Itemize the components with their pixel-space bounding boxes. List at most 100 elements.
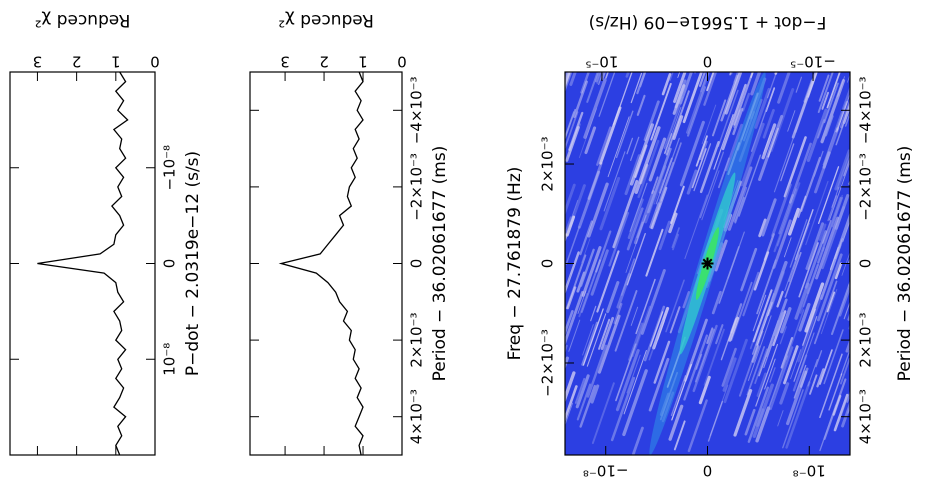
heatmap-streak [780,307,792,334]
heatmap-streak [536,274,545,300]
heatmap-streak [634,126,661,194]
heatmap-streak [728,316,740,342]
heatmap-streak [841,252,850,276]
heatmap-streak [727,166,753,231]
heatmap-streak [773,135,795,193]
heatmap-streak [780,143,795,182]
heatmap-streak [637,139,660,199]
heatmap-streak [763,233,775,261]
heatmap-streak [703,328,725,386]
heatmap-streak [827,195,838,222]
heatmap-streak [785,381,811,449]
heatmap-streak [729,72,732,76]
heatmap-streak [615,343,637,402]
heatmap-streak [605,72,609,79]
heatmap-streak [773,312,784,336]
heatmap-streak [624,154,641,196]
heatmap-streak [539,396,546,417]
heatmap-streak [888,91,896,113]
heatmap-streak [663,96,684,149]
heatmap-streak [834,238,843,260]
heatmap-streak [629,123,655,186]
heatmap-streak [815,216,840,280]
heatmap-streak [769,88,795,153]
heatmap-streak [620,258,636,296]
tick-label: −10⁻⁵ [790,53,836,71]
heatmap-streak [670,185,685,225]
heatmap-streak [635,278,656,335]
heatmap-streak [829,246,839,271]
x-tick-label: 4×10⁻³ [408,389,426,444]
heatmap-streak [525,396,535,425]
heatmap-streak [532,78,547,121]
heatmap-streak [701,104,717,145]
heatmap-streak [832,394,842,416]
heatmap-streak [590,249,609,296]
heatmap-streak [882,372,890,395]
heatmap-streak [590,305,597,322]
y2-axis-label: Freq − 27.761879 (Hz) [505,167,525,361]
heatmap-streak [653,179,664,205]
heatmap-streak [836,150,850,190]
heatmap-streak [845,338,850,353]
heatmap-streak [632,426,644,455]
heatmap-streak [613,302,623,325]
heatmap-streak [565,215,576,237]
heatmap-streak [580,72,590,94]
heatmap-streak [565,402,574,425]
heatmap-streak [791,72,818,139]
heatmap-streak [764,355,788,418]
heatmap-streak [553,206,561,228]
heatmap-streak [761,123,777,160]
x-axis-label: Period − 36.02061677 (ms) [430,146,450,382]
heatmap-streak [538,184,559,245]
heatmap-streak [650,186,668,230]
heatmap-streak [756,372,768,398]
heatmap-streak [601,72,606,81]
heatmap-streak [813,150,824,177]
heatmap-streak [747,315,772,381]
heatmap-streak [623,349,647,415]
heatmap-streak [651,176,659,194]
heatmap-streak [615,110,634,159]
heatmap-streak [665,90,690,156]
heatmap-streak [778,194,794,235]
heatmap-streak [706,72,715,92]
heatmap-streak [882,69,898,115]
heatmap-streak [574,377,586,404]
heatmap-streak [582,324,594,356]
heatmap-streak [700,72,709,93]
heatmap-streak [595,230,612,273]
heatmap-streak [733,72,754,126]
heatmap-streak [787,110,796,132]
heatmap-streak [622,369,648,437]
heatmap-streak [565,371,576,404]
heatmap-streak [818,74,830,102]
heatmap-streak [807,358,818,387]
heatmap-streak [841,400,850,428]
heatmap-streak [721,347,737,387]
heatmap-streak [679,120,705,187]
y-axis-label: Reduced χ² [35,10,131,30]
heatmap-streak [668,212,678,234]
heatmap-streak [758,114,784,182]
heatmap-streak [691,148,707,189]
heatmap-streak [682,72,703,124]
heatmap-streak [653,340,671,384]
x-tick-label: 2×10⁻³ [408,313,426,368]
heatmap-streak [582,308,604,366]
heatmap-streak [752,383,774,438]
heatmap-streak [773,188,798,253]
heatmap-streak [709,384,729,437]
heatmap-streak [544,245,563,298]
heatmap-streak [577,170,601,229]
heatmap-streak [752,289,773,343]
heatmap-streak [886,386,900,425]
heatmap-streak [817,253,843,322]
heatmap-streak [603,151,626,212]
heatmap-streak [636,221,644,239]
heatmap-streak [578,108,597,159]
heatmap-streak [805,180,829,246]
heatmap-streak [718,157,730,189]
